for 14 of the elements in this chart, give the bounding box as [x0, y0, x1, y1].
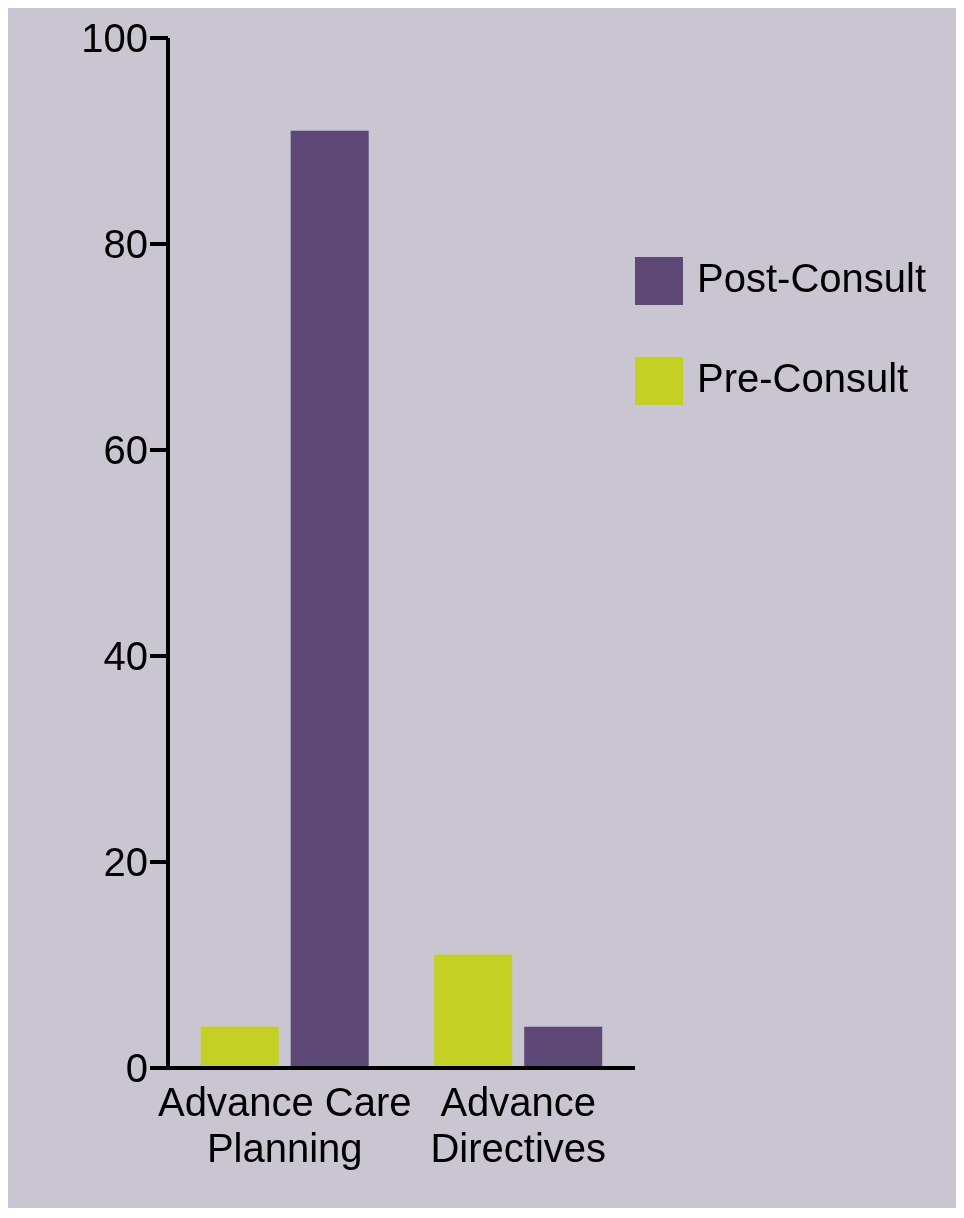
y-tick-label: 40	[103, 634, 148, 679]
y-tick-label: 100	[81, 16, 148, 61]
y-tick-label: 80	[103, 222, 148, 267]
bar	[524, 1026, 603, 1068]
x-tick-label: Advance Directives	[430, 1080, 607, 1170]
bar	[200, 1026, 279, 1068]
legend-label: Post-Consult	[697, 256, 926, 300]
bar	[290, 130, 369, 1068]
x-tick-label: Advance Care Planning	[158, 1080, 412, 1170]
y-tick-label: 60	[103, 428, 148, 473]
y-tick-label: 20	[103, 840, 148, 885]
legend-label: Pre-Consult	[697, 356, 909, 400]
y-tick-label: 0	[125, 1046, 148, 1091]
bar	[434, 954, 513, 1068]
